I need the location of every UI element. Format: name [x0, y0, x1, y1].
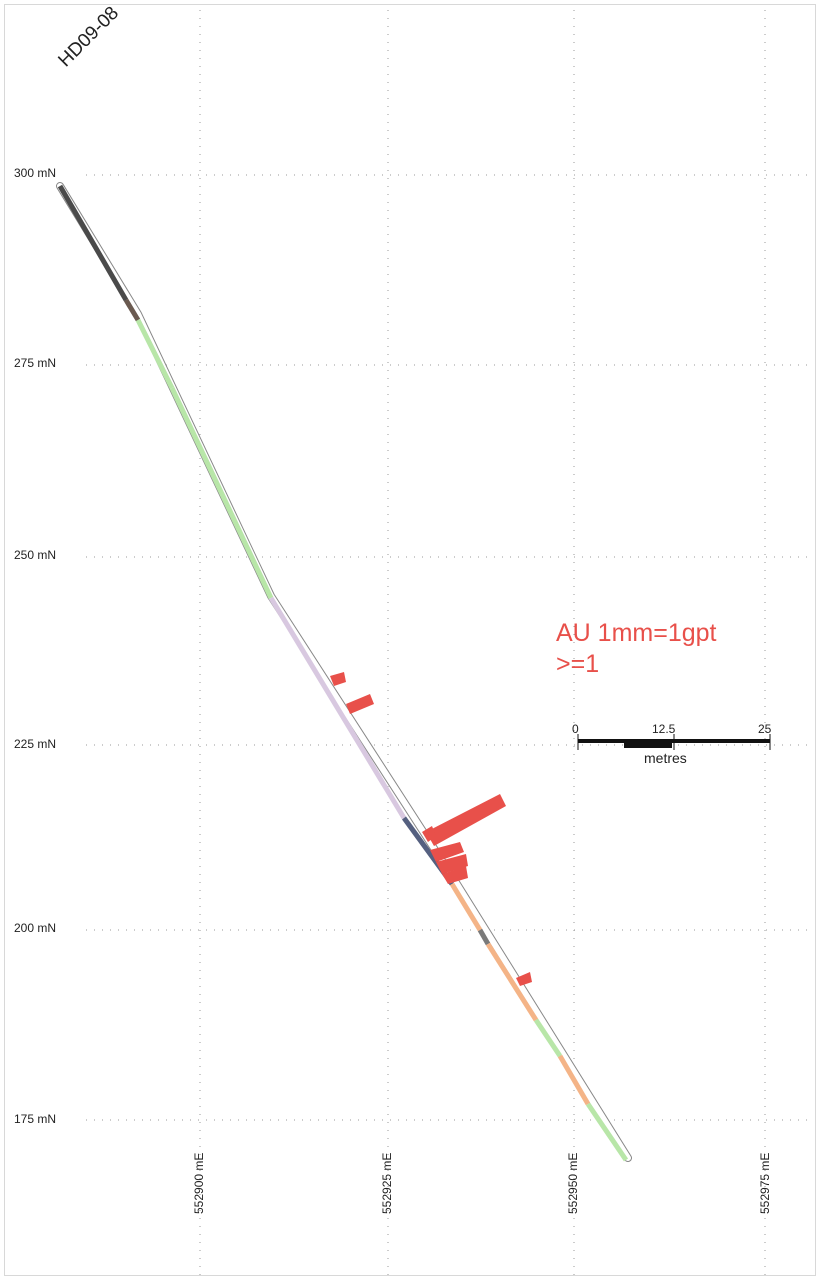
- scale-tick-25: 25: [758, 722, 772, 736]
- interval-orange-3: [557, 1054, 591, 1106]
- au-assay-bar-2: [426, 794, 506, 846]
- interval-orange-1: [449, 882, 483, 932]
- easting-label-552925: 552925 mE: [380, 1152, 394, 1214]
- easting-label-552900: 552900 mE: [192, 1152, 206, 1214]
- au-assay-bar-1: [346, 694, 374, 714]
- au-assay-bar-4: [430, 842, 464, 862]
- interval-green-2: [169, 386, 274, 600]
- interval-dark-brown: [123, 298, 141, 322]
- interval-dark-grey-1: [57, 184, 129, 302]
- northing-label-300: 300 mN: [14, 166, 57, 180]
- au-assay-bar-7: [516, 972, 532, 986]
- scale-unit: metres: [644, 750, 687, 766]
- northing-label-275: 275 mN: [14, 356, 57, 370]
- interval-green-3: [533, 1018, 563, 1058]
- scale-tick-12-5: 12.5: [652, 722, 676, 736]
- easting-label-552950: 552950 mE: [566, 1152, 580, 1214]
- legend-threshold: >=1: [556, 650, 600, 678]
- interval-green-1: [135, 318, 175, 390]
- scale-bar-block: [624, 740, 672, 748]
- legend-title: AU 1mm=1gpt: [556, 619, 717, 647]
- northing-label-200: 200 mN: [14, 921, 57, 935]
- au-assay-bar-6: [442, 866, 468, 884]
- northing-label-225: 225 mN: [14, 737, 57, 751]
- easting-label-552975: 552975 mE: [758, 1152, 772, 1214]
- au-assay-bar-0: [330, 672, 346, 686]
- scale-tick-0: 0: [572, 722, 579, 736]
- interval-orange-2: [485, 942, 539, 1022]
- interval-grey-break: [477, 928, 491, 946]
- interval-green-4: [585, 1102, 629, 1162]
- plot-frame: [4, 4, 816, 1276]
- assay-legend: AU 1mm=1gpt >=1: [556, 618, 717, 680]
- interval-lavender: [268, 596, 407, 820]
- au-assay-bar-3: [422, 826, 436, 842]
- northing-label-250: 250 mN: [14, 548, 57, 562]
- au-assay-bar-5: [436, 854, 468, 874]
- northing-label-175: 175 mN: [14, 1112, 57, 1126]
